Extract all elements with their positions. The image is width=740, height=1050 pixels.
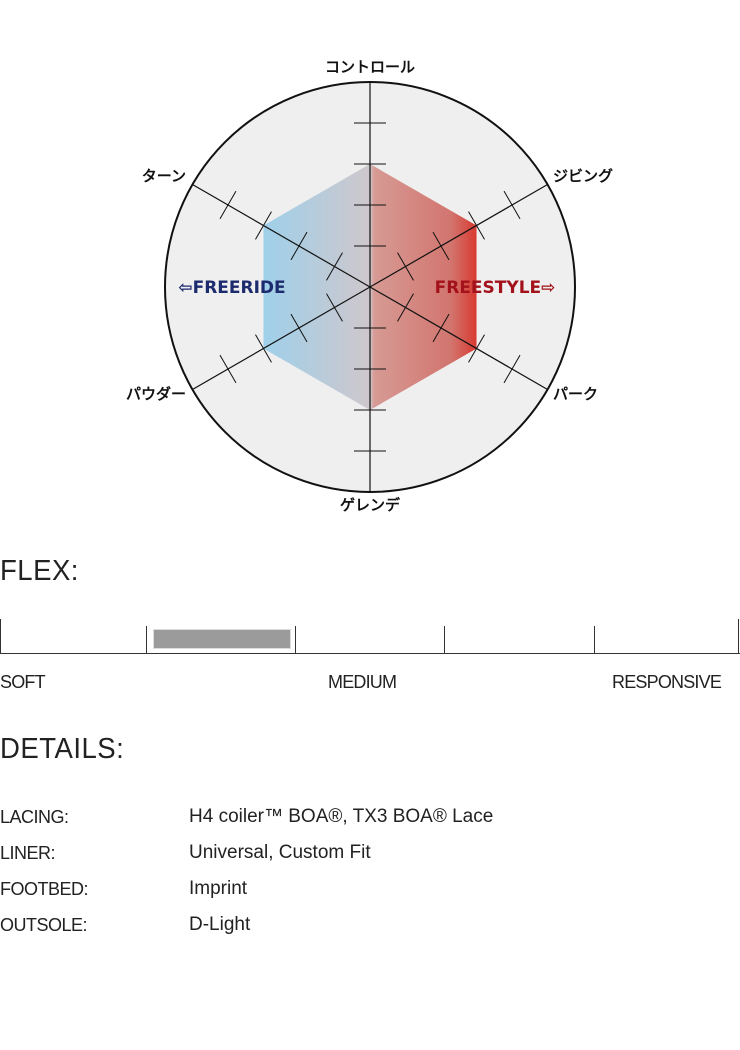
flex-divider — [295, 626, 296, 654]
axis-tick — [432, 313, 450, 343]
axis-label: ジビング — [553, 167, 613, 185]
flex-divider — [444, 626, 445, 654]
axis-label: コントロール — [325, 58, 415, 76]
axis-tick — [326, 252, 343, 281]
flex-baseline — [0, 653, 740, 654]
axis-tick — [503, 354, 521, 384]
detail-value-liner: Universal, Custom Fit — [189, 842, 371, 863]
details-title: DETAILS: — [0, 733, 125, 765]
detail-key-liner: LINER: — [0, 843, 56, 863]
flex-title: FLEX: — [0, 555, 79, 587]
freeride-label: ⇦FREERIDE — [178, 278, 285, 298]
axis-label: ゲレンデ — [340, 496, 401, 514]
detail-value-outsole: D-Light — [189, 914, 251, 935]
axis-tick — [397, 293, 414, 322]
detail-key-footbed: FOOTBED: — [0, 879, 89, 899]
detail-value-lacing: H4 coiler™ BOA®, TX3 BOA® Lace — [189, 806, 494, 827]
flex-label-responsive: RESPONSIVE — [612, 672, 722, 692]
axis-tick — [255, 211, 272, 240]
axis-line — [369, 183, 548, 288]
axis-tick — [255, 334, 272, 363]
axis-label: パウダー — [126, 385, 186, 403]
flex-label-medium: MEDIUM — [328, 672, 397, 692]
flex-divider — [146, 626, 147, 654]
axis-tick — [219, 354, 237, 384]
axis-tick — [503, 190, 521, 220]
axis-line — [369, 286, 548, 391]
axis-label: パーク — [553, 385, 598, 403]
axis-tick — [468, 334, 485, 363]
flex-label-soft: SOFT — [0, 672, 46, 692]
flex-divider — [738, 619, 739, 654]
axis-tick — [397, 252, 414, 281]
flex-indicator — [153, 629, 291, 649]
axis-line — [192, 183, 371, 288]
freestyle-label: FREESTYLE⇨ — [435, 278, 556, 298]
axis-label: ターン — [142, 167, 186, 185]
detail-key-lacing: LACING: — [0, 807, 69, 827]
axis-tick — [290, 231, 308, 261]
flex-divider — [594, 626, 595, 654]
axis-tick — [290, 313, 308, 343]
axis-tick — [468, 211, 485, 240]
detail-value-footbed: Imprint — [189, 878, 248, 899]
flex-divider — [0, 619, 1, 654]
axis-tick — [432, 231, 450, 261]
axis-tick — [219, 190, 237, 220]
axis-line — [192, 286, 371, 391]
axis-tick — [326, 293, 343, 322]
detail-key-outsole: OUTSOLE: — [0, 915, 88, 935]
